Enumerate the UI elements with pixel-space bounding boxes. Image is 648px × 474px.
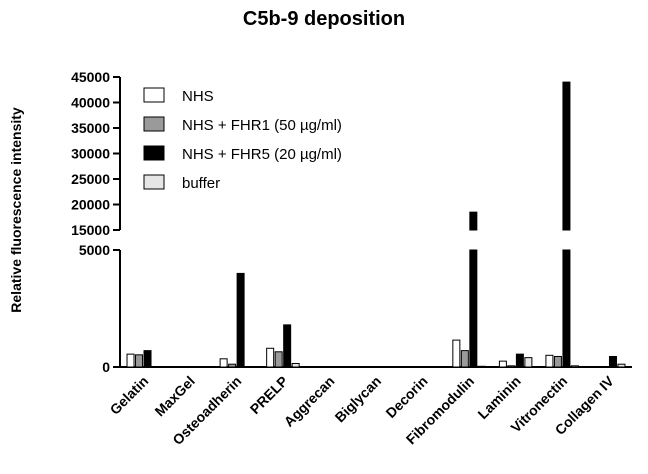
bar	[266, 347, 275, 368]
bar	[143, 350, 152, 368]
legend-label: buffer	[182, 175, 220, 192]
legend-swatch	[143, 87, 165, 103]
bar	[460, 350, 469, 368]
y-upper-tick-label: 25000	[71, 171, 110, 187]
chart-title: C5b-9 deposition	[242, 8, 406, 30]
bar	[283, 324, 292, 368]
y-upper-tick-label: 20000	[71, 197, 110, 213]
legend: NHS NHS + FHR1 (50 µg/ml) NHS + FHR5 (20 µ…	[143, 87, 342, 192]
y-upper-tick-label: 35000	[71, 120, 110, 136]
y-upper-tick-label: 40000	[71, 95, 110, 111]
bar	[135, 354, 144, 368]
bar	[452, 339, 461, 368]
category-label: Gelatin	[107, 373, 152, 418]
bar	[515, 353, 524, 368]
bar-upper-segment	[562, 81, 571, 231]
bar	[507, 365, 516, 368]
y-upper-tick-label: 15000	[71, 222, 110, 238]
y-upper-tick-label: 45000	[71, 69, 110, 85]
bar	[236, 272, 245, 368]
category-label: MaxGel	[151, 373, 198, 420]
legend-swatch	[143, 116, 165, 132]
bar	[545, 354, 554, 368]
category-label: Aggrecan	[281, 373, 338, 430]
legend-label: NHS + FHR1 (50 µg/ml)	[182, 117, 342, 134]
bar	[608, 355, 617, 368]
bar	[617, 363, 626, 368]
category-label: Biglycan	[332, 373, 385, 426]
bar	[274, 351, 283, 368]
y-upper-tick-label: 30000	[71, 146, 110, 162]
axes: 0 5000 15000 20000 25000 30000 35000 40000 45000	[71, 69, 632, 375]
bar	[553, 355, 562, 368]
category-label: Decorin	[382, 373, 430, 421]
legend-swatch	[143, 145, 165, 161]
bar-upper-segment	[469, 211, 478, 231]
bars	[126, 81, 626, 368]
y-lower-tick-label: 5000	[79, 242, 110, 258]
legend-swatch	[143, 174, 165, 190]
bar	[291, 362, 300, 368]
bar	[562, 249, 571, 368]
bar	[477, 365, 486, 368]
bar	[219, 358, 228, 368]
bar	[498, 360, 507, 368]
legend-label: NHS + FHR5 (20 µg/ml)	[182, 146, 342, 163]
bar	[469, 249, 478, 368]
y-lower-tick-label: 0	[102, 359, 110, 375]
category-label: PRELP	[247, 373, 291, 417]
bar	[126, 353, 135, 368]
bar	[570, 365, 579, 368]
bar	[228, 363, 237, 368]
legend-label: NHS	[182, 88, 214, 105]
bar	[524, 357, 533, 368]
